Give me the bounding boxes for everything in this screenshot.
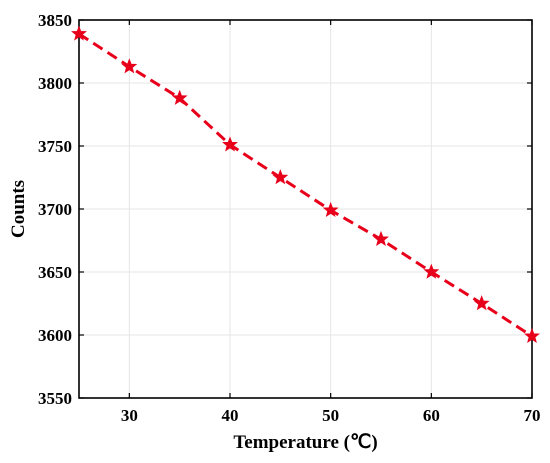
data-point-star [373, 230, 389, 246]
grid [79, 20, 533, 398]
series-line [78, 32, 533, 338]
y-tick-label: 3750 [38, 137, 72, 156]
y-tick-label: 3850 [38, 11, 72, 30]
y-tick-label: 3700 [38, 200, 72, 219]
data-point-star [473, 295, 490, 311]
x-axis: 30 40 50 60 70 [121, 20, 541, 425]
x-axis-label: Temperature (℃) [233, 432, 377, 453]
data-point-star [322, 201, 339, 218]
data-point-star [272, 169, 289, 185]
y-tick-label: 3650 [38, 263, 72, 282]
data-point-star [71, 25, 87, 41]
y-tick-label: 3550 [38, 389, 72, 408]
y-tick-label: 3600 [38, 326, 72, 345]
data-point-star [171, 89, 188, 105]
data-point-star [222, 136, 238, 152]
x-tick-label: 70 [524, 406, 541, 425]
x-tick-label: 50 [322, 406, 339, 425]
data-point-star [121, 58, 138, 74]
series [71, 25, 540, 344]
x-tick-label: 30 [121, 406, 138, 425]
x-tick-label: 60 [423, 406, 440, 425]
y-axis-label: Counts [8, 180, 29, 238]
y-axis: 3550 3600 3650 3700 3750 3800 3850 [38, 11, 532, 408]
y-tick-label: 3800 [38, 74, 72, 93]
x-tick-label: 40 [222, 406, 239, 425]
data-point-star [423, 263, 440, 279]
data-point-star [524, 327, 540, 344]
